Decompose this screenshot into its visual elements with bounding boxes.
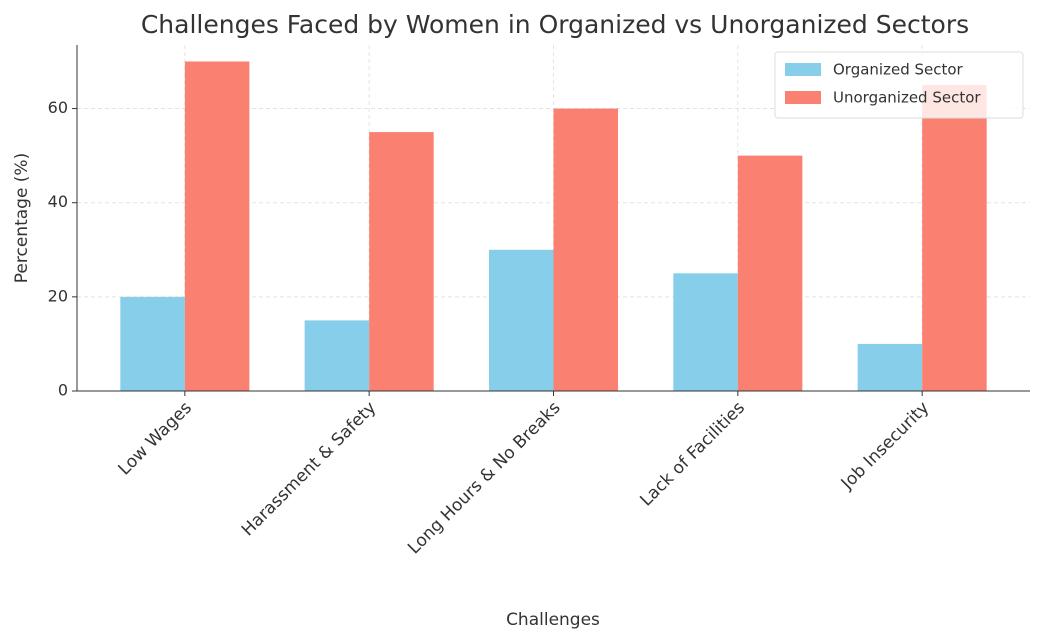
- legend-label: Organized Sector: [833, 61, 964, 79]
- y-axis-label: Percentage (%): [12, 153, 32, 283]
- legend-box: [774, 51, 1024, 119]
- bar: [553, 108, 619, 391]
- y-tick-label: 60: [48, 98, 68, 117]
- x-tick-label: Lack of Facilities: [636, 398, 749, 511]
- y-tick-label: 40: [48, 192, 68, 211]
- legend-swatch: [785, 63, 821, 76]
- x-tick-label: Harassment & Safety: [238, 398, 380, 540]
- legend-label: Unorganized Sector: [833, 89, 981, 107]
- x-tick-label: Long Hours & No Breaks: [404, 398, 564, 558]
- bar: [184, 61, 250, 391]
- bar: [737, 155, 803, 391]
- x-axis-label: Challenges: [506, 610, 600, 630]
- bar: [857, 343, 923, 391]
- chart-title: Challenges Faced by Women in Organized v…: [141, 10, 969, 39]
- x-tick-label: Low Wages: [114, 398, 196, 480]
- bar: [922, 85, 987, 391]
- bar: [304, 320, 370, 391]
- x-tick-label: Job Insecurity: [837, 398, 933, 494]
- bar: [369, 132, 434, 391]
- y-tick-label: 20: [48, 286, 68, 305]
- bar: [120, 296, 185, 391]
- bar: [673, 273, 738, 391]
- bar: [488, 249, 554, 391]
- legend: Organized Sector Unorganized Sector: [774, 51, 1024, 119]
- y-tick-label: 0: [58, 381, 68, 400]
- legend-swatch: [785, 91, 821, 104]
